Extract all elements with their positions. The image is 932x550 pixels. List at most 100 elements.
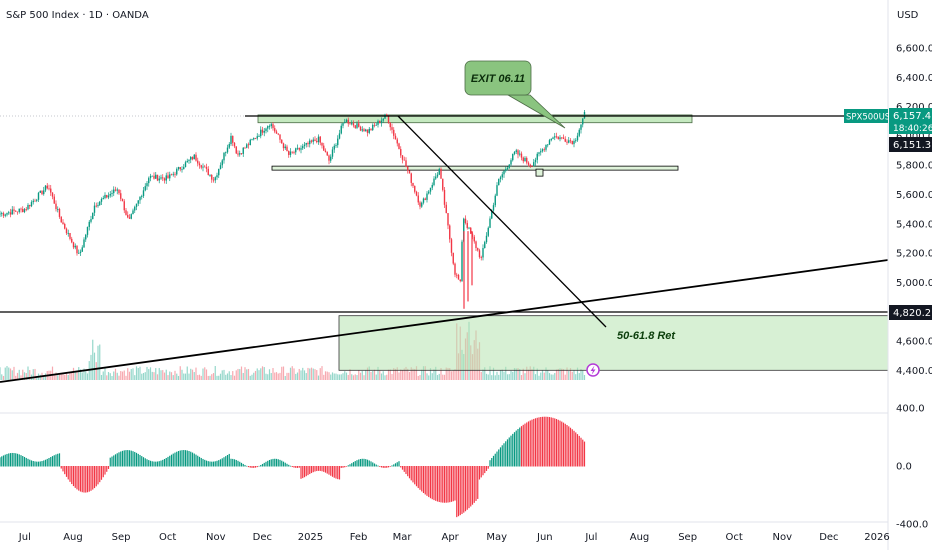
candle-body [326, 152, 328, 156]
osc-bar [167, 456, 169, 467]
volume-bar [181, 369, 183, 380]
candle-body [104, 194, 106, 198]
osc-bar [414, 466, 416, 485]
candle-body [179, 167, 181, 170]
retrace-label: 50-61.8 Ret [617, 330, 676, 342]
osc-bar [356, 460, 358, 467]
osc-bar [316, 466, 318, 472]
volume-bar [501, 369, 503, 380]
volume-bar [141, 373, 143, 380]
osc-bar [79, 466, 82, 492]
osc-bar [431, 466, 433, 500]
candle-body [13, 209, 15, 211]
currency-label[interactable]: USD [897, 10, 919, 21]
candle-body [510, 160, 512, 165]
volume-bar [422, 366, 425, 380]
candle-body [513, 151, 516, 154]
candle-body [396, 139, 398, 144]
osc-bar [114, 454, 117, 467]
candle-body [389, 123, 391, 128]
volume-bar [195, 367, 197, 380]
volume-bar [485, 373, 488, 380]
volume-bar [135, 366, 138, 380]
osc-bar [582, 439, 584, 467]
volume-bar [536, 368, 538, 380]
osc-bar [95, 466, 97, 487]
osc-bar [447, 466, 449, 503]
osc-bar [274, 458, 276, 467]
osc-bar [300, 466, 302, 479]
volume-bar [179, 366, 181, 380]
candle-body [526, 157, 528, 163]
osc-bar [522, 424, 524, 467]
candle-body [436, 174, 439, 177]
osc-bar [179, 450, 181, 467]
candle-body [410, 173, 412, 183]
candle-body [307, 142, 309, 145]
osc-bar [450, 466, 453, 502]
volume-bar [394, 368, 397, 380]
volume-bar [34, 368, 36, 380]
osc-bar [442, 466, 444, 503]
x-tick-label: Dec [253, 532, 272, 543]
flash-icon-glyph [590, 365, 596, 375]
volume-bar [106, 375, 108, 380]
candle-body [2, 213, 5, 216]
volume-bar [268, 369, 271, 380]
osc-bar [148, 460, 150, 467]
volume-bar [219, 373, 222, 380]
candle-body [517, 150, 519, 155]
osc-bar [510, 435, 512, 467]
volume-bar [545, 367, 547, 380]
volume-bar [295, 373, 297, 380]
volume-bar [162, 370, 164, 380]
osc-bar [72, 466, 75, 487]
volume-bar [107, 372, 110, 380]
osc-bar [302, 466, 304, 479]
volume-bar [169, 371, 171, 380]
osc-bar [254, 466, 257, 468]
candle-body [190, 156, 192, 160]
osc-bar [85, 466, 87, 493]
volume-bar [193, 372, 195, 380]
candle-body [573, 140, 575, 145]
candle-body [72, 242, 75, 248]
volume-bar [109, 373, 111, 380]
volume-bar [405, 366, 407, 380]
volume-bar [370, 371, 372, 380]
osc-bar [464, 466, 467, 512]
osc-bar [477, 466, 479, 499]
candle-body [114, 189, 117, 191]
candle-body [116, 189, 118, 191]
volume-bar [53, 375, 55, 380]
zones [257, 114, 889, 371]
candle-body [316, 140, 318, 143]
volume-bar [288, 372, 290, 380]
candle-body [232, 135, 234, 143]
candle-body [214, 177, 216, 181]
candle-body [459, 279, 461, 281]
candle-body [57, 208, 59, 210]
volume-bar [524, 373, 526, 380]
candle-body [393, 129, 395, 136]
osc-bar [142, 457, 145, 467]
volume-bar [186, 366, 188, 380]
candle-body [146, 183, 148, 187]
candle-body [286, 146, 288, 152]
y-tick-label: 5,000.0 [896, 278, 932, 289]
volume-bar [347, 374, 349, 380]
volume-bar [365, 369, 367, 380]
volume-bar [44, 373, 47, 380]
x-tick-label: Sep [678, 532, 697, 543]
candle-body [60, 216, 62, 223]
candle-body [345, 119, 348, 122]
osc-bar [445, 466, 447, 503]
x-tick-label: Sep [112, 532, 131, 543]
osc-bar [317, 466, 320, 471]
candle-body [552, 137, 554, 139]
volume-bar [487, 374, 489, 380]
candle-body [267, 126, 269, 129]
x-tick-label: Aug [630, 532, 650, 543]
osc-bar [22, 456, 24, 467]
